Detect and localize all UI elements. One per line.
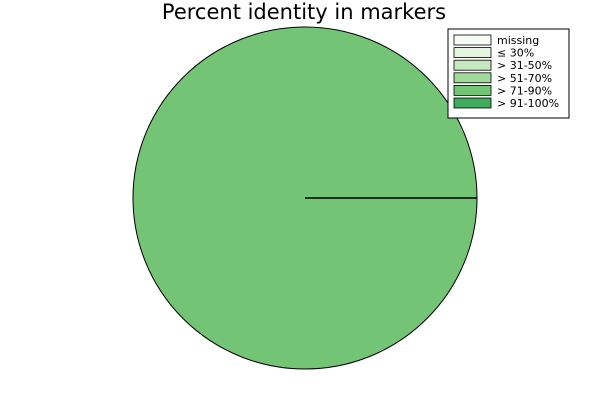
pie-slices [132, 26, 478, 370]
legend-label-51-70: > 51-70% [497, 72, 552, 85]
legend-swatch-91-100 [453, 97, 492, 109]
legend-swatch-71-90 [453, 85, 492, 96]
legend-label-31-50: > 31-50% [497, 59, 552, 72]
chart-title: Percent identity in markers [162, 0, 446, 24]
legend-swatch-31-50 [453, 59, 492, 71]
legend-label-missing: missing [497, 34, 539, 47]
legend-swatch-51-70 [453, 72, 492, 84]
legend-label-30: ≤ 30% [497, 47, 534, 60]
legend-swatch-30 [453, 47, 492, 58]
legend: missing≤ 30%> 31-50%> 51-70%> 71-90%> 91… [447, 28, 570, 119]
legend-swatch-missing [453, 34, 492, 46]
legend-label-71-90: > 71-90% [497, 84, 552, 97]
legend-label-91-100: > 91-100% [497, 97, 559, 110]
